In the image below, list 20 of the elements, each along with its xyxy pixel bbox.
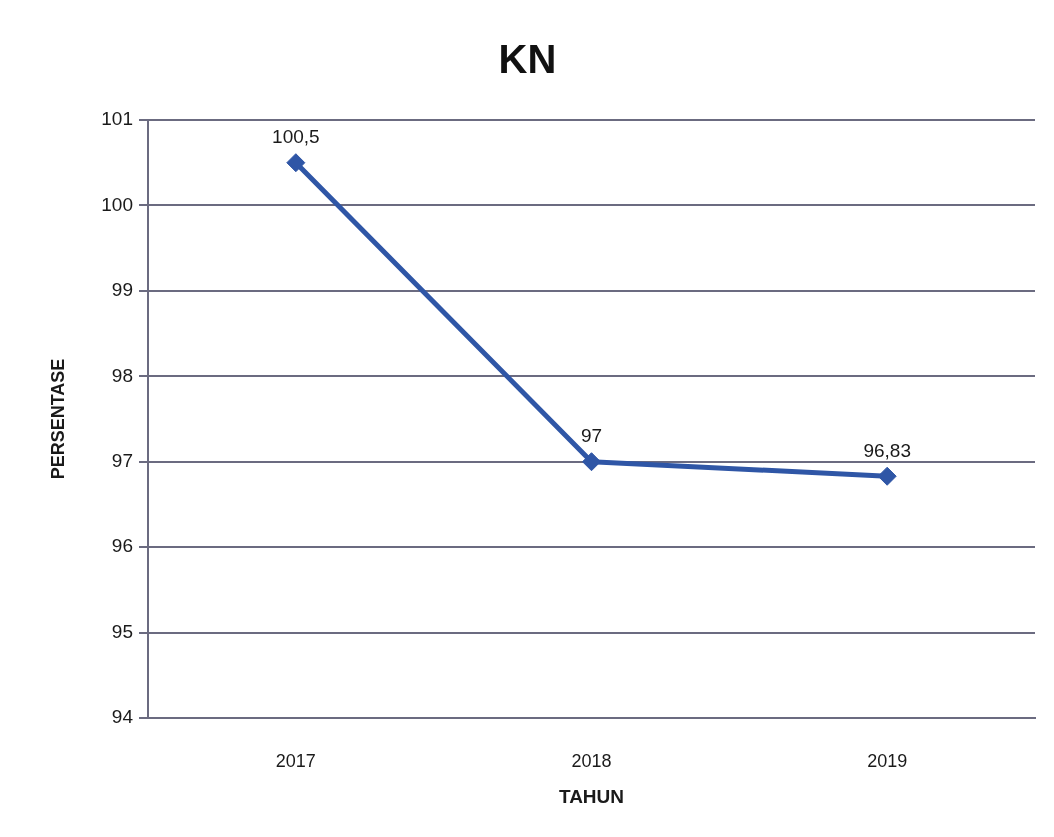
- data-label: 96,83: [863, 439, 911, 461]
- y-tick-label: 97: [111, 449, 133, 471]
- y-tick-label: 99: [111, 279, 133, 301]
- y-tick-label: 101: [101, 108, 133, 130]
- point: [286, 153, 306, 173]
- y-tick-label: 98: [111, 364, 133, 386]
- x-tick-label: 2017: [275, 750, 316, 771]
- x-axis-title: TAHUN: [558, 785, 625, 807]
- x-tick-label: 2018: [571, 750, 612, 771]
- chart-title: KN: [498, 37, 557, 82]
- y-tick-label: 95: [111, 620, 133, 642]
- point: [877, 466, 897, 486]
- data-label: 97: [580, 425, 603, 447]
- point: [582, 452, 601, 472]
- y-axis-title: PERSENTASE: [47, 358, 68, 480]
- x-tick-label: 2019: [867, 750, 908, 771]
- y-tick-label: 94: [111, 706, 134, 728]
- y-tick-label: 100: [101, 193, 133, 215]
- y-tick-label: 96: [111, 535, 133, 557]
- data-label: 100,5: [272, 126, 320, 148]
